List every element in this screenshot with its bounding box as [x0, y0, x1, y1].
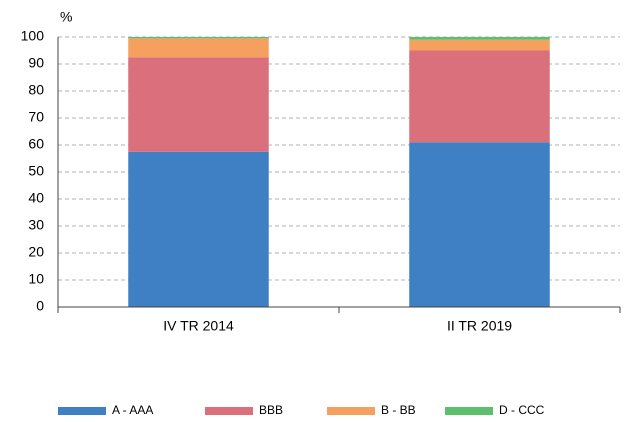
y-tick-label: 0	[36, 298, 44, 314]
x-tick-label: II TR 2019	[447, 318, 512, 334]
legend-label: B - BB	[381, 403, 416, 417]
y-tick-label: 90	[28, 55, 44, 71]
y-tick-label: 10	[28, 271, 44, 287]
legend-swatch	[205, 407, 253, 415]
y-tick-label: 40	[28, 190, 44, 206]
legend-swatch	[445, 407, 493, 415]
y-tick-label: 20	[28, 244, 44, 260]
bar-segment	[128, 37, 269, 39]
bar-segment	[409, 50, 550, 143]
bar-segment	[128, 38, 269, 58]
bar-segment	[409, 37, 550, 40]
legend-label: A - AAA	[112, 403, 153, 417]
bar-segment	[128, 151, 269, 307]
y-tick-label: 60	[28, 136, 44, 152]
legend-swatch	[58, 407, 106, 415]
x-tick-label: IV TR 2014	[163, 318, 234, 334]
legend-label: BBB	[259, 403, 283, 417]
legend-swatch	[327, 407, 375, 415]
bar-segment	[128, 57, 269, 152]
y-tick-label: 50	[28, 163, 44, 179]
legend-label: D - CCC	[499, 403, 545, 417]
y-tick-label: 70	[28, 109, 44, 125]
y-axis-label: %	[60, 9, 72, 25]
y-tick-label: 30	[28, 217, 44, 233]
bar-segment	[409, 142, 550, 307]
y-tick-label: 100	[21, 28, 45, 44]
y-tick-label: 80	[28, 82, 44, 98]
bar-segment	[409, 39, 550, 51]
